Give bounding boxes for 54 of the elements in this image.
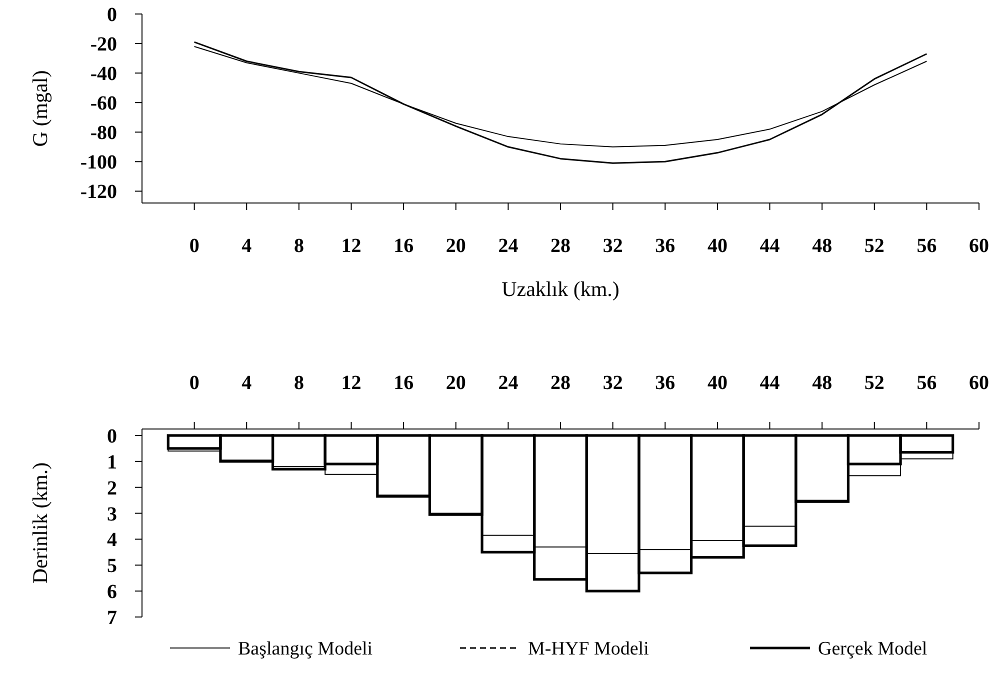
x-tick-label: 44 — [760, 372, 780, 394]
x-tick-label: 0 — [189, 235, 200, 257]
x-tick-label: 16 — [394, 372, 414, 394]
x-tick-label: 16 — [394, 235, 414, 257]
x-tick-label: 32 — [602, 372, 623, 394]
x-tick-label: 28 — [550, 372, 570, 394]
x-tick-label: 12 — [341, 372, 362, 394]
line-series — [194, 41, 928, 164]
x-tick-label: 48 — [812, 235, 832, 257]
x-tick-label: 36 — [655, 372, 676, 394]
y-tick-label: 6 — [107, 581, 117, 604]
x-tick-label: 52 — [864, 372, 884, 394]
x-tick-label: 24 — [498, 235, 518, 257]
y-tick-label: 0 — [107, 425, 117, 448]
x-tick-label: 20 — [446, 235, 466, 257]
x-tick-label: 56 — [916, 372, 937, 394]
y-tick-label: 4 — [107, 529, 117, 552]
y-tick-label: -60 — [90, 92, 117, 115]
x-tick-label: 4 — [242, 372, 252, 394]
x-tick-label: 60 — [969, 235, 989, 257]
x-tick-label: 8 — [294, 372, 304, 394]
y-tick-label: -80 — [90, 122, 117, 144]
y-tick-label: -100 — [80, 152, 117, 174]
x-tick-label: 56 — [916, 235, 937, 257]
x-tick-label: 20 — [446, 372, 466, 394]
y-tick-label: 3 — [107, 503, 117, 526]
x-tick-label: 24 — [498, 372, 518, 394]
y-tick-label: 5 — [107, 555, 117, 578]
y-tick-label: -120 — [80, 181, 117, 204]
x-tick-label: 44 — [760, 235, 780, 257]
y-tick-label: 2 — [107, 477, 117, 500]
x-tick-label: 8 — [294, 235, 304, 257]
y-tick-label: -20 — [90, 34, 117, 56]
y-axis-title: Derinlik (km.) — [28, 462, 52, 584]
x-tick-label: 52 — [864, 235, 884, 257]
x-tick-label: 36 — [655, 235, 676, 257]
x-tick-label: 40 — [707, 372, 728, 394]
x-tick-label: 28 — [550, 235, 570, 257]
x-tick-label: 60 — [969, 372, 989, 394]
y-tick-label: -40 — [90, 63, 117, 86]
legend-label: M-HYF Modeli — [528, 638, 649, 660]
x-tick-label: 4 — [242, 235, 252, 257]
legend-label: Gerçek Model — [818, 638, 928, 660]
y-tick-label: 0 — [107, 4, 117, 26]
x-tick-label: 48 — [812, 372, 832, 394]
y-axis-title: G (mgal) — [28, 70, 52, 147]
x-tick-label: 32 — [602, 235, 623, 257]
x-tick-label: 40 — [707, 235, 728, 257]
y-tick-label: 1 — [107, 451, 117, 474]
y-tick-label: 7 — [107, 607, 117, 629]
x-tick-label: 12 — [341, 235, 362, 257]
x-tick-label: 0 — [189, 372, 200, 394]
legend-label: Başlangıç Modeli — [238, 638, 373, 660]
x-axis-title: Uzaklık (km.) — [502, 277, 620, 301]
